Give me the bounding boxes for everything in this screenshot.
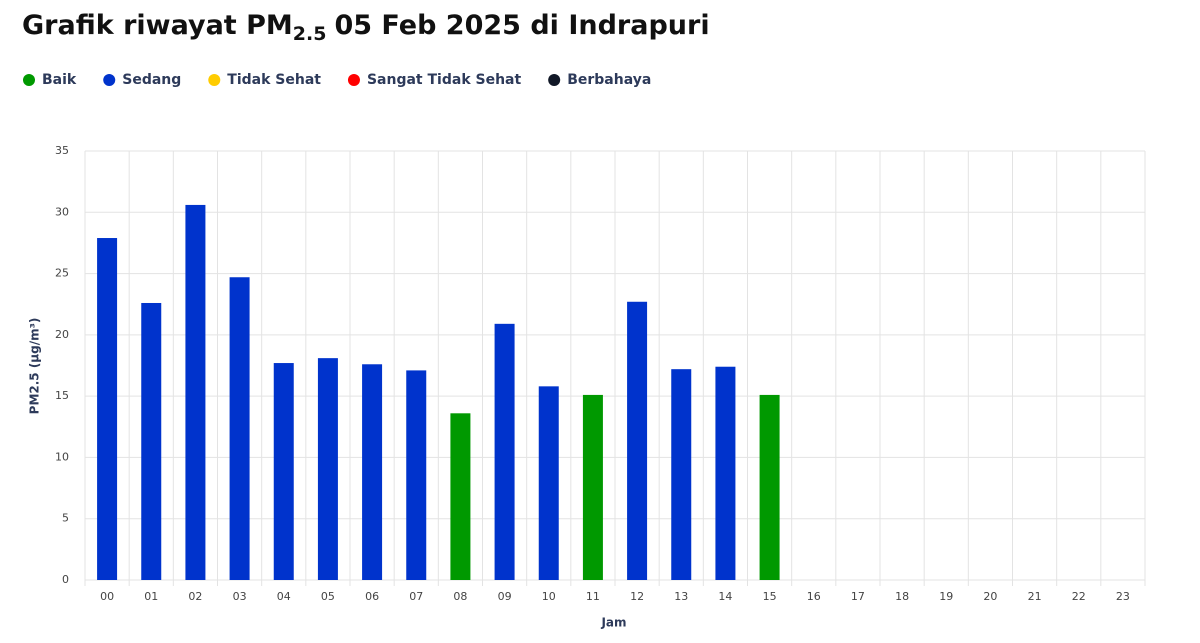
- bar: [582, 394, 603, 580]
- bar: [362, 364, 383, 580]
- y-tick-label: 5: [62, 512, 69, 525]
- x-tick-label: 03: [233, 590, 247, 603]
- x-tick-label: 04: [277, 590, 291, 603]
- y-tick-label: 0: [62, 573, 69, 586]
- x-tick-label: 00: [100, 590, 114, 603]
- title-subscript: 2.5: [293, 23, 327, 45]
- legend-marker: [347, 74, 360, 86]
- bar: [671, 369, 692, 580]
- title-after: 05 Feb 2025 di Indrapuri: [334, 10, 709, 41]
- x-tick-label: 19: [939, 590, 953, 603]
- x-tick-label: 18: [895, 590, 909, 603]
- x-tick-label: 21: [1028, 590, 1042, 603]
- x-tick-label: 16: [807, 590, 821, 603]
- bar: [97, 238, 118, 581]
- bar: [450, 413, 471, 580]
- x-tick-label: 15: [763, 590, 777, 603]
- x-tick-label: 08: [453, 590, 467, 603]
- x-tick-label: 05: [321, 590, 335, 603]
- title-before: Grafik riwayat PM: [22, 10, 293, 41]
- y-tick-label: 35: [55, 144, 69, 157]
- x-tick-label: 23: [1116, 590, 1130, 603]
- x-axis-label: Jam: [600, 616, 626, 630]
- x-tick-label: 01: [144, 590, 158, 603]
- legend-marker: [23, 74, 35, 86]
- legend-marker: [103, 74, 116, 86]
- x-tick-label: 07: [409, 590, 423, 603]
- legend-marker: [208, 74, 221, 86]
- bar: [627, 301, 648, 580]
- y-tick-label: 25: [55, 267, 69, 280]
- bar: [494, 323, 515, 580]
- x-tick-label: 11: [586, 590, 600, 603]
- legend-label: Tidak Sehat: [227, 72, 321, 88]
- y-tick-label: 20: [55, 328, 69, 341]
- bar: [141, 302, 162, 580]
- x-tick-label: 17: [851, 590, 865, 603]
- bar: [759, 394, 780, 580]
- legend-marker: [548, 74, 561, 86]
- x-tick-label: 14: [718, 590, 732, 603]
- x-tick-label: 06: [365, 590, 379, 603]
- bar: [715, 366, 736, 580]
- legend-label: Sedang: [122, 72, 181, 88]
- bar: [273, 363, 294, 580]
- x-tick-label: 22: [1072, 590, 1086, 603]
- y-axis-label: PM2.5 (µg/m³): [28, 318, 42, 415]
- chart-title: Grafik riwayat PM2.5 05 Feb 2025 di Indra…: [22, 10, 710, 45]
- bar: [185, 204, 206, 580]
- x-tick-label: 09: [498, 590, 512, 603]
- x-tick-label: 10: [542, 590, 556, 603]
- bar: [317, 358, 338, 580]
- x-tick-label: 12: [630, 590, 644, 603]
- legend-label: Berbahaya: [567, 72, 651, 88]
- legend-label: Sangat Tidak Sehat: [367, 72, 522, 88]
- y-tick-label: 30: [55, 205, 69, 218]
- x-tick-label: 02: [188, 590, 202, 603]
- x-tick-label: 13: [674, 590, 688, 603]
- bar: [406, 370, 427, 580]
- x-tick-label: 20: [983, 590, 997, 603]
- bar: [229, 277, 250, 580]
- legend-label: Baik: [42, 72, 77, 88]
- y-tick-label: 10: [55, 450, 69, 463]
- bar: [538, 386, 559, 580]
- y-tick-label: 15: [55, 389, 69, 402]
